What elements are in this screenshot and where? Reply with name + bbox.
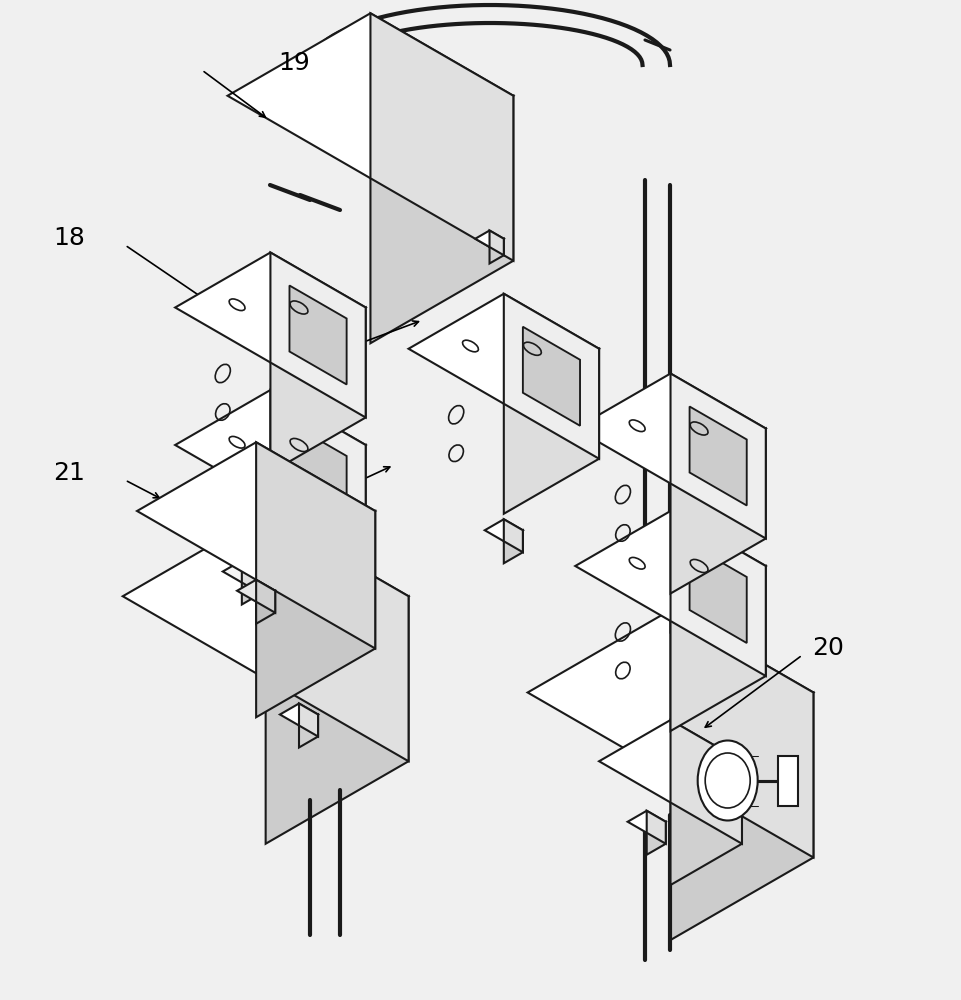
Polygon shape: [265, 596, 408, 844]
Polygon shape: [489, 231, 504, 255]
Polygon shape: [257, 591, 275, 624]
Polygon shape: [671, 720, 742, 844]
Polygon shape: [137, 442, 375, 580]
Polygon shape: [690, 406, 747, 506]
Polygon shape: [123, 514, 408, 679]
Text: 20: 20: [812, 636, 844, 660]
Polygon shape: [671, 599, 690, 632]
Polygon shape: [671, 610, 813, 857]
Polygon shape: [299, 704, 318, 736]
Polygon shape: [504, 294, 599, 459]
Polygon shape: [671, 373, 766, 538]
Polygon shape: [528, 610, 813, 775]
Polygon shape: [523, 327, 580, 426]
Polygon shape: [280, 704, 318, 726]
Polygon shape: [289, 423, 347, 522]
Polygon shape: [299, 714, 318, 748]
Polygon shape: [408, 294, 599, 404]
Polygon shape: [270, 445, 366, 610]
Polygon shape: [504, 349, 599, 514]
Text: 21: 21: [53, 461, 85, 485]
Polygon shape: [671, 692, 813, 940]
Polygon shape: [270, 252, 366, 418]
Polygon shape: [242, 560, 260, 593]
Polygon shape: [242, 572, 260, 604]
Polygon shape: [671, 566, 766, 731]
Polygon shape: [294, 431, 313, 464]
Polygon shape: [671, 588, 690, 621]
Polygon shape: [275, 420, 313, 442]
Polygon shape: [270, 390, 366, 555]
Polygon shape: [294, 420, 313, 453]
Polygon shape: [647, 811, 666, 844]
Polygon shape: [599, 720, 742, 802]
Polygon shape: [265, 514, 408, 761]
Polygon shape: [628, 811, 666, 833]
Text: 19: 19: [279, 51, 310, 75]
Polygon shape: [370, 96, 513, 343]
Polygon shape: [484, 519, 523, 541]
Polygon shape: [223, 560, 260, 582]
Polygon shape: [504, 519, 523, 552]
Polygon shape: [237, 580, 275, 602]
Polygon shape: [671, 761, 742, 885]
Polygon shape: [175, 252, 366, 362]
Polygon shape: [257, 511, 375, 717]
Polygon shape: [504, 530, 523, 563]
FancyBboxPatch shape: [777, 756, 798, 806]
Polygon shape: [671, 511, 766, 676]
Polygon shape: [652, 588, 690, 610]
Polygon shape: [175, 390, 366, 500]
Polygon shape: [476, 231, 504, 247]
Polygon shape: [228, 13, 513, 178]
Polygon shape: [647, 822, 666, 855]
Text: 18: 18: [53, 226, 85, 250]
Polygon shape: [289, 286, 347, 384]
Polygon shape: [576, 373, 766, 484]
Polygon shape: [671, 428, 766, 593]
Polygon shape: [489, 239, 504, 263]
Ellipse shape: [698, 740, 757, 820]
Polygon shape: [370, 13, 513, 261]
Polygon shape: [257, 442, 375, 648]
Polygon shape: [270, 308, 366, 473]
Polygon shape: [576, 511, 766, 621]
Polygon shape: [257, 580, 275, 613]
Polygon shape: [690, 544, 747, 643]
